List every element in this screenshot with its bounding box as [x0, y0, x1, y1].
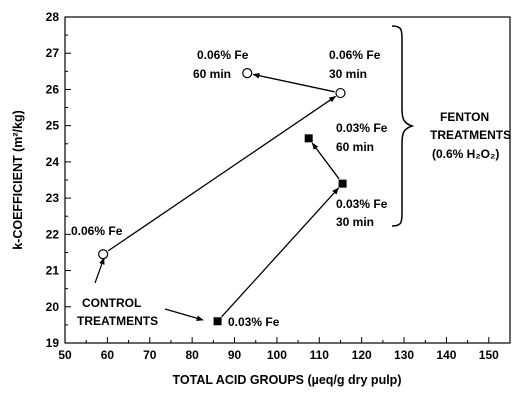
label-fenton-line3: (0.6% H₂O₂)	[432, 147, 499, 161]
arrow-group	[107, 72, 340, 318]
x-tick-label: 140	[436, 348, 456, 362]
x-tick-label: 60	[101, 348, 115, 362]
point-filled-square	[338, 179, 347, 188]
trajectory-arrow	[107, 95, 337, 252]
label-fe03-30-line2: 30 min	[336, 215, 374, 229]
label-fe06-60-line2: 60 min	[193, 67, 231, 81]
label-fenton-line1: FENTON	[440, 110, 489, 124]
point-group	[98, 68, 347, 326]
y-tick-label: 20	[46, 300, 60, 314]
y-tick-label: 23	[46, 191, 60, 205]
fenton-brace	[391, 25, 415, 227]
y-tick-label: 26	[46, 82, 60, 96]
x-tick-label: 90	[228, 348, 242, 362]
label-fe03-60-line1: 0.03% Fe	[336, 121, 388, 135]
y-tick-label: 28	[46, 10, 60, 24]
control-arrow-1	[94, 257, 105, 284]
x-tick-label: 120	[352, 348, 372, 362]
y-tick-label: 19	[46, 336, 60, 350]
y-tick-label: 24	[46, 155, 60, 169]
y-axis-ticks: 19 20 21 22 23 24 25 26 27 28	[46, 10, 71, 350]
label-fe06-60-line1: 0.06% Fe	[197, 48, 249, 62]
point-open-circle	[335, 87, 346, 99]
label-fe06-control: 0.06% Fe	[71, 224, 123, 238]
label-fe03-30-line1: 0.03% Fe	[336, 197, 388, 211]
y-tick-label: 21	[46, 264, 60, 278]
label-fenton-line2: TREATMENTS	[430, 128, 511, 142]
trajectory-arrow	[252, 72, 335, 93]
point-filled-square	[304, 134, 313, 143]
x-tick-label: 110	[310, 348, 330, 362]
x-tick-label: 70	[143, 348, 157, 362]
control-arrow-2	[164, 308, 204, 321]
label-fe06-30-line2: 30 min	[329, 67, 367, 81]
y-tick-label: 22	[46, 227, 60, 241]
label-control-line1: CONTROL	[82, 296, 141, 310]
y-tick-label: 25	[46, 119, 60, 133]
x-tick-label: 130	[394, 348, 414, 362]
point-filled-square	[213, 317, 222, 326]
point-open-circle	[242, 68, 253, 79]
point-open-circle	[98, 249, 109, 260]
x-tick-label: 100	[267, 348, 287, 362]
x-axis-ticks: 50 60 70 80 90 100 110 120 130 140 150	[58, 337, 499, 362]
label-fe06-30-line1: 0.06% Fe	[329, 48, 381, 62]
trajectory-arrow	[221, 187, 340, 318]
plot-frame	[64, 16, 511, 344]
y-tick-label: 27	[46, 46, 60, 60]
label-fe03-60-line2: 60 min	[336, 140, 374, 154]
y-axis-label: k-COEFFICIENT (m²/kg)	[11, 110, 25, 250]
x-tick-label: 150	[479, 348, 499, 362]
trajectory-arrow	[311, 142, 340, 180]
x-tick-label: 50	[58, 348, 72, 362]
x-axis-label: TOTAL ACID GROUPS (µeq/g dry pulp)	[173, 373, 402, 387]
label-fe03-control: 0.03% Fe	[228, 315, 280, 329]
x-tick-label: 80	[185, 348, 199, 362]
label-control-line2: TREATMENTS	[77, 314, 158, 328]
